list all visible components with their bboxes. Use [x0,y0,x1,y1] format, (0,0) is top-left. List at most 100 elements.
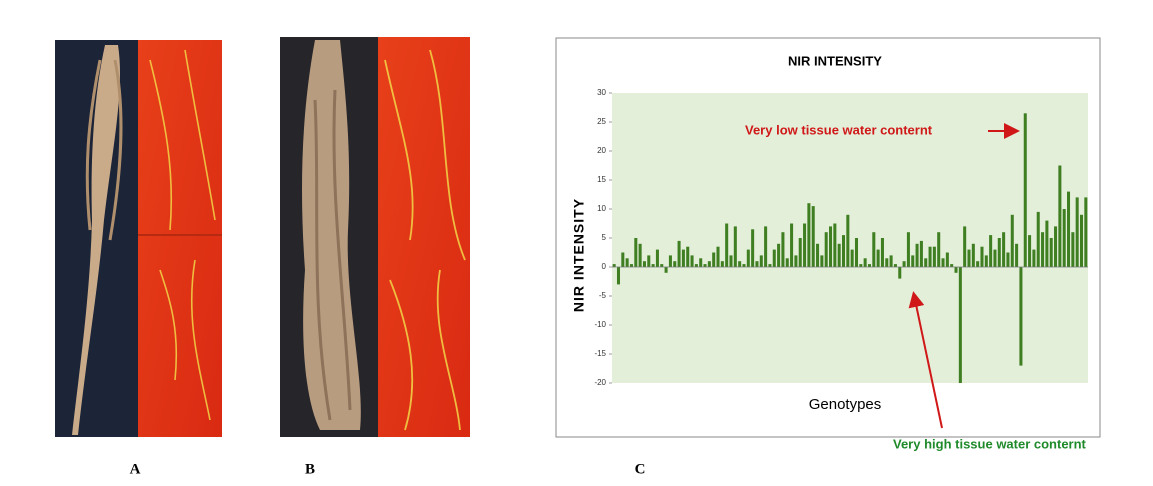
bar [764,226,767,267]
bar [903,261,906,267]
y-tick-label: 15 [597,175,606,184]
bar [998,238,1001,267]
bar [972,244,975,267]
bar [907,232,910,267]
panel-label: A [130,461,141,477]
bar [626,258,629,267]
bar [1058,166,1061,268]
bar [894,264,897,267]
y-tick-label: 5 [602,233,607,242]
bar [1024,113,1027,267]
bar [820,255,823,267]
bar [989,235,992,267]
chart-title: NIR INTENSITY [788,53,882,68]
bar [851,250,854,267]
bar [729,255,732,267]
bar [859,264,862,267]
bar [993,250,996,267]
bar [1011,215,1014,267]
y-tick-label: -15 [594,349,606,358]
bar [833,224,836,268]
photo-a [55,40,222,437]
bar [911,255,914,267]
bar [751,229,754,267]
bar [725,224,728,268]
bar [937,232,940,267]
bar [621,253,624,268]
bar [980,247,983,267]
bar [673,261,676,267]
bar [924,258,927,267]
bar [686,247,689,267]
bar [812,206,815,267]
bar [846,215,849,267]
bar [842,235,845,267]
bar [1067,192,1070,267]
bar [1084,197,1087,267]
bar [691,255,694,267]
bar [794,255,797,267]
bar [617,267,620,284]
bar [916,244,919,267]
bar [976,261,979,267]
bar [877,250,880,267]
bar [660,264,663,267]
bar [1045,221,1048,267]
bar [881,238,884,267]
bar [781,232,784,267]
bar [682,250,685,267]
bar [1019,267,1022,366]
bar [1054,226,1057,267]
panel-label: B [305,461,315,477]
bar [1076,197,1079,267]
bar [963,226,966,267]
bar [1032,250,1035,267]
bar [1063,209,1066,267]
annotation: Very low tissue water conternt [745,122,933,137]
bar [942,258,945,267]
bar [704,264,707,267]
figure: -20-15-10-5051015202530 NIR INTENSITY NI… [0,0,1153,481]
bar [747,250,750,267]
y-tick-label: 10 [597,204,606,213]
bar [868,264,871,267]
bar [708,261,711,267]
annotation: Very high tissue water conternt [893,436,1087,451]
bar [695,264,698,267]
bar [634,238,637,267]
bar [790,224,793,268]
bar [1041,232,1044,267]
bar [803,224,806,268]
bar [946,253,949,268]
bar [643,261,646,267]
y-tick-label: 30 [597,88,606,97]
bar [959,267,962,383]
y-tick-label: -5 [599,291,607,300]
y-tick-label: -20 [594,378,606,387]
bar [630,264,633,267]
bar [1015,244,1018,267]
bar [669,255,672,267]
bar [717,247,720,267]
bar [665,267,668,273]
bar [755,261,758,267]
bar [721,261,724,267]
bar [639,244,642,267]
bar [656,250,659,267]
x-axis-label: Genotypes [809,396,882,413]
bar [777,244,780,267]
y-tick-label: 25 [597,117,606,126]
bar [816,244,819,267]
bar [699,258,702,267]
bar [647,255,650,267]
bar [773,250,776,267]
page: {"panel_labels": ["A", "B", "C"], "chart… [0,0,1153,486]
bar [652,264,655,267]
y-tick-label: 20 [597,146,606,155]
bar [898,267,901,279]
bar [1050,238,1053,267]
photo-b [280,37,470,437]
bar [742,264,745,267]
bar [872,232,875,267]
bar [799,238,802,267]
